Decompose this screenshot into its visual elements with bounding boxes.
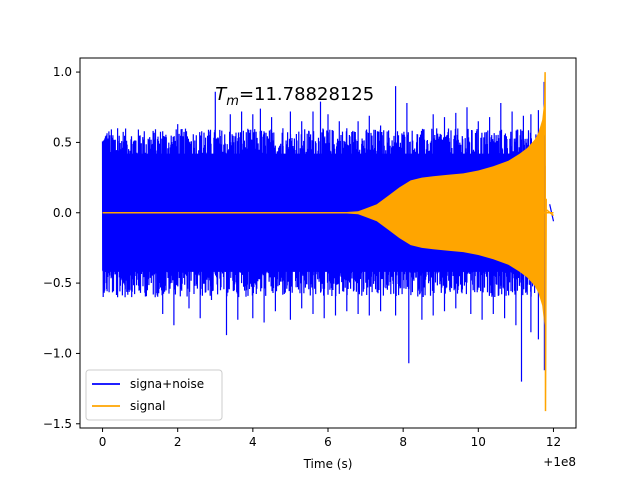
signal-series-line xyxy=(102,72,554,412)
y-tick-label: 0.0 xyxy=(53,206,72,220)
x-tick-label: 12 xyxy=(546,435,561,449)
x-tick-label: 4 xyxy=(249,435,257,449)
legend-label-signal: signal xyxy=(130,399,166,413)
x-tick-label: 2 xyxy=(174,435,182,449)
x-axis: 0 2 4 6 8 10 12 xyxy=(99,428,561,449)
y-tick-label: 1.0 xyxy=(53,65,72,79)
y-tick-label: 0.5 xyxy=(53,135,72,149)
x-axis-offset: +1e8 xyxy=(543,455,576,469)
legend: signa+noise signal xyxy=(85,369,223,421)
y-tick-label: −1.5 xyxy=(43,417,72,431)
series-layer xyxy=(101,72,555,412)
tm-annotation-value: =11.78828125 xyxy=(239,84,374,105)
x-tick-label: 0 xyxy=(99,435,107,449)
x-tick-label: 10 xyxy=(471,435,486,449)
x-axis-label: Time (s) xyxy=(303,457,353,471)
noise-series-line xyxy=(101,81,555,382)
x-tick-label: 6 xyxy=(324,435,332,449)
tm-annotation: Tm=11.78828125 xyxy=(215,84,374,109)
y-axis: 1.0 0.5 0.0 −0.5 −1.0 −1.5 xyxy=(43,65,80,431)
legend-box xyxy=(85,369,223,421)
tm-annotation-subscript: m xyxy=(226,94,239,109)
tm-annotation-symbol: T xyxy=(215,84,228,105)
legend-label-noise: signa+noise xyxy=(130,377,204,391)
y-tick-label: −1.0 xyxy=(43,346,72,360)
y-tick-label: −0.5 xyxy=(43,276,72,290)
x-tick-label: 8 xyxy=(399,435,407,449)
